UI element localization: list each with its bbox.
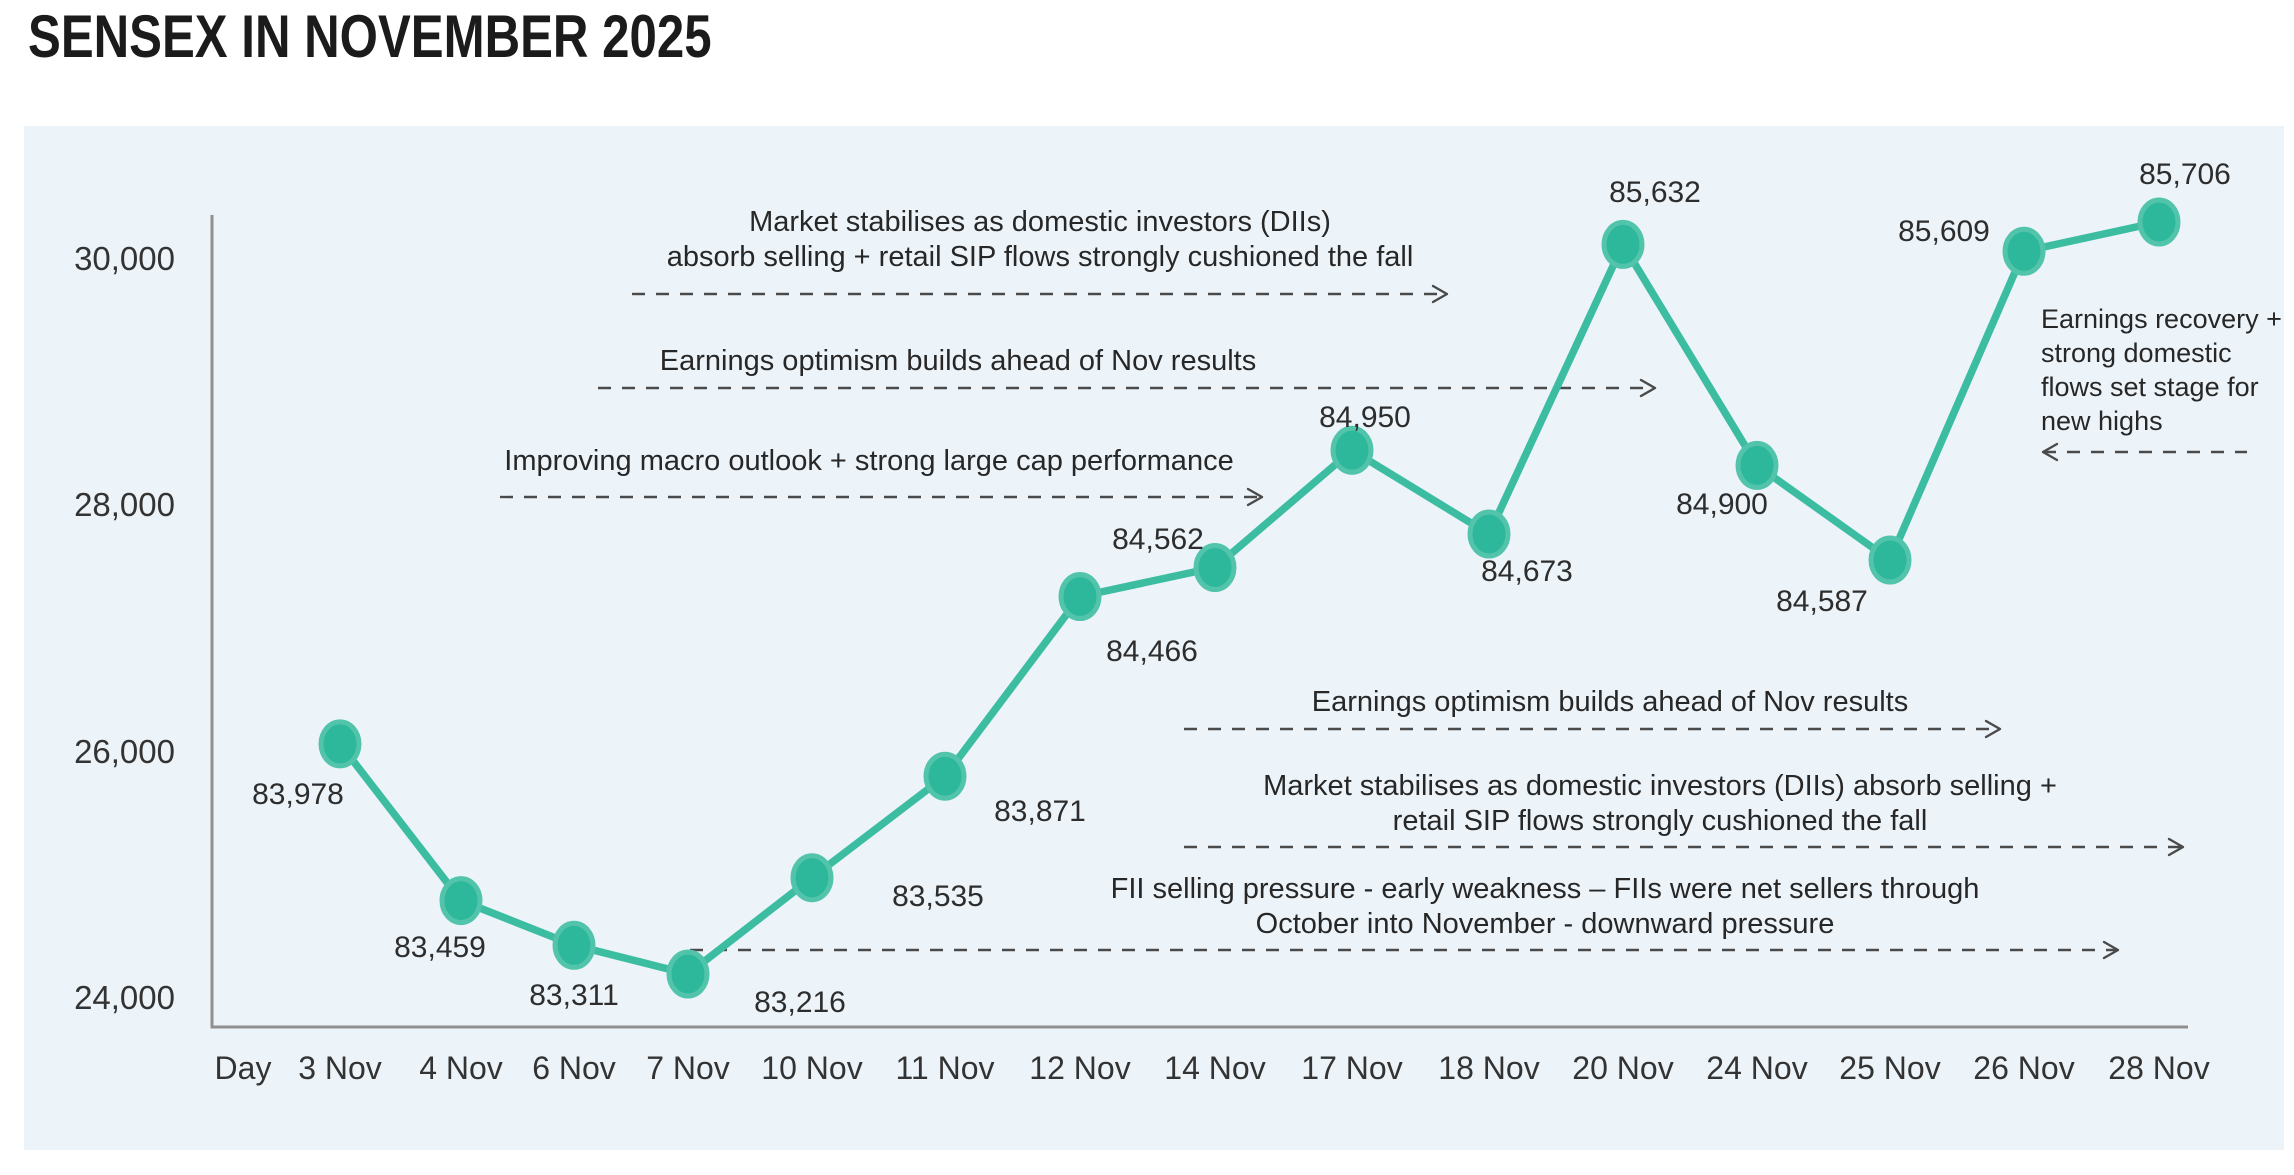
- data-point-7nov: [666, 949, 710, 999]
- annotation-earnings-optimism-lower: Earnings optimism builds ahead of Nov re…: [1311, 686, 1909, 718]
- point-label-11nov: 83,871: [994, 795, 1086, 828]
- point-label-4nov: 83,459: [394, 931, 486, 964]
- data-point-24nov: [1735, 440, 1779, 490]
- x-axis-header: Day: [214, 1050, 272, 1086]
- point-label-17nov: 84,950: [1319, 401, 1411, 434]
- point-label-24nov: 84,900: [1676, 488, 1768, 521]
- x-tick-25nov: 25 Nov: [1839, 1050, 1941, 1086]
- annotation-arrowhead-4: [1984, 719, 2002, 739]
- annotation-arrowhead-2: [1246, 487, 1264, 507]
- data-point-26nov: [2002, 226, 2046, 276]
- data-point-14nov: [1193, 543, 1237, 592]
- x-tick-4nov: 4 Nov: [419, 1050, 503, 1086]
- data-point-3nov: [318, 719, 362, 769]
- point-label-20nov: 85,632: [1609, 176, 1701, 209]
- point-label-14nov: 84,562: [1112, 523, 1204, 556]
- data-point-28nov: [2137, 197, 2181, 247]
- x-tick-6nov: 6 Nov: [532, 1050, 616, 1086]
- x-tick-10nov: 10 Nov: [761, 1050, 863, 1086]
- data-point-17nov: [1330, 425, 1374, 475]
- annotation-arrowhead-3: [2041, 442, 2059, 462]
- annotation-stabilises-lower: Market stabilises as domestic investors …: [1263, 770, 2057, 837]
- data-point-4nov: [439, 876, 483, 926]
- x-tick-12nov: 12 Nov: [1029, 1050, 1131, 1086]
- annotation-macro-outlook: Improving macro outlook + strong large c…: [504, 445, 1234, 477]
- point-label-10nov: 83,535: [892, 880, 984, 913]
- annotation-arrowhead-1: [1639, 378, 1657, 398]
- point-label-6nov: 83,311: [529, 979, 619, 1012]
- x-tick-11nov: 11 Nov: [895, 1050, 995, 1086]
- data-point-11nov: [923, 751, 967, 801]
- data-point-18nov: [1467, 509, 1511, 559]
- annotation-stabilises-top: Market stabilises as domestic investors …: [666, 206, 1414, 273]
- page-title: SENSEX IN NOVEMBER 2025: [28, 3, 712, 70]
- x-tick-14nov: 14 Nov: [1164, 1050, 1266, 1086]
- axis-lines: [210, 215, 2188, 1029]
- point-label-26nov: 85,609: [1898, 215, 1990, 248]
- data-point-10nov: [790, 853, 834, 903]
- y-tick-28000: 28,000: [74, 486, 175, 523]
- data-point-25nov: [1868, 535, 1912, 585]
- point-label-28nov: 85,706: [2139, 158, 2231, 191]
- x-tick-20nov: 20 Nov: [1572, 1050, 1674, 1086]
- x-tick-18nov: 18 Nov: [1438, 1050, 1540, 1086]
- chart-panel: [24, 126, 2284, 1150]
- annotation-arrowhead-6: [2102, 940, 2120, 960]
- annotation-arrowhead-0: [1431, 284, 1449, 304]
- x-tick-3nov: 3 Nov: [298, 1050, 382, 1086]
- x-tick-17nov: 17 Nov: [1301, 1050, 1403, 1086]
- y-tick-24000: 24,000: [74, 979, 175, 1016]
- x-tick-28nov: 28 Nov: [2108, 1050, 2210, 1086]
- annotation-arrowhead-5: [2167, 837, 2185, 857]
- x-tick-24nov: 24 Nov: [1706, 1050, 1808, 1086]
- annotation-earnings-recovery: Earnings recovery + strong domestic flow…: [2041, 304, 2282, 436]
- x-tick-7nov: 7 Nov: [646, 1050, 730, 1086]
- data-point-20nov: [1601, 219, 1645, 269]
- data-point-6nov: [552, 920, 596, 970]
- point-label-3nov: 83,978: [252, 778, 344, 811]
- data-point-12nov: [1058, 572, 1102, 621]
- y-tick-26000: 26,000: [74, 733, 175, 770]
- point-label-18nov: 84,673: [1481, 555, 1573, 588]
- point-label-25nov: 84,587: [1776, 585, 1868, 618]
- point-label-7nov: 83,216: [754, 986, 846, 1019]
- point-label-12nov: 84,466: [1106, 635, 1198, 668]
- y-tick-30000: 30,000: [74, 240, 175, 277]
- annotation-earnings-optimism-top: Earnings optimism builds ahead of Nov re…: [659, 345, 1257, 377]
- annotation-fii-selling: FII selling pressure - early weakness – …: [1110, 873, 1980, 940]
- x-tick-26nov: 26 Nov: [1973, 1050, 2075, 1086]
